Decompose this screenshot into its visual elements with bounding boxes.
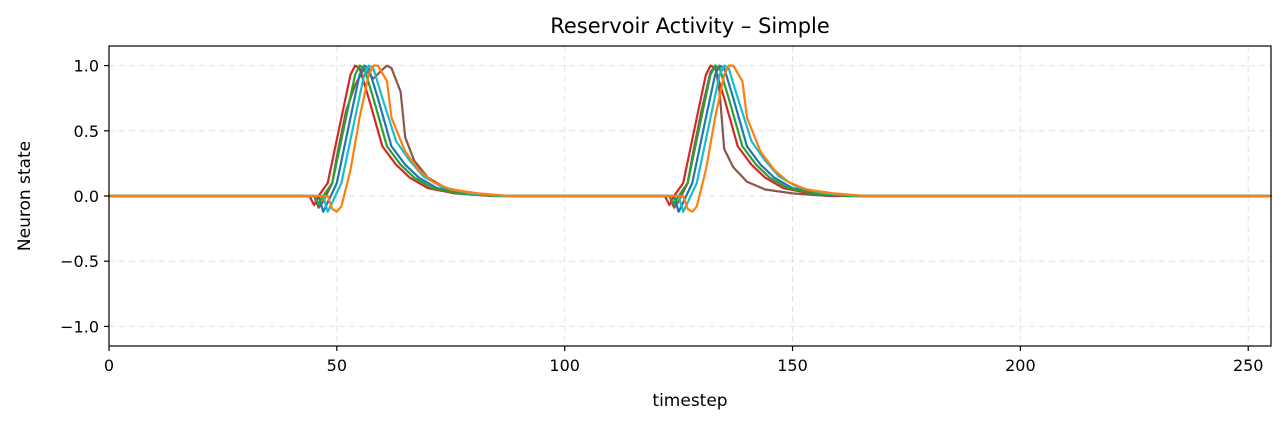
x-tick-label: 250 — [1233, 356, 1264, 375]
y-tick-label: −1.0 — [60, 317, 99, 336]
series-line-3 — [107, 64, 1273, 213]
x-tick-label: 200 — [1005, 356, 1036, 375]
x-tick-label: 0 — [104, 356, 114, 375]
y-tick-label: 1.0 — [74, 57, 99, 76]
series-group — [107, 64, 1273, 213]
y-axis-label: Neuron state — [15, 141, 35, 251]
x-axis-label: timestep — [652, 391, 727, 411]
y-tick-label: 0.5 — [74, 122, 99, 141]
series-line-1 — [107, 64, 1273, 207]
x-tick-label: 100 — [549, 356, 580, 375]
y-tick-label: 0.0 — [74, 187, 99, 206]
chart-title: Reservoir Activity – Simple — [550, 14, 830, 38]
x-tick-label: 150 — [777, 356, 808, 375]
series-line-4 — [107, 64, 1273, 205]
axis-ticks: 0 50 100 150 200 250 −1.0 −0.5 0.0 0.5 1.0 — [60, 57, 1263, 375]
x-tick-label: 50 — [327, 356, 347, 375]
series-line-6 — [107, 64, 1273, 213]
y-tick-label: −0.5 — [60, 252, 99, 271]
